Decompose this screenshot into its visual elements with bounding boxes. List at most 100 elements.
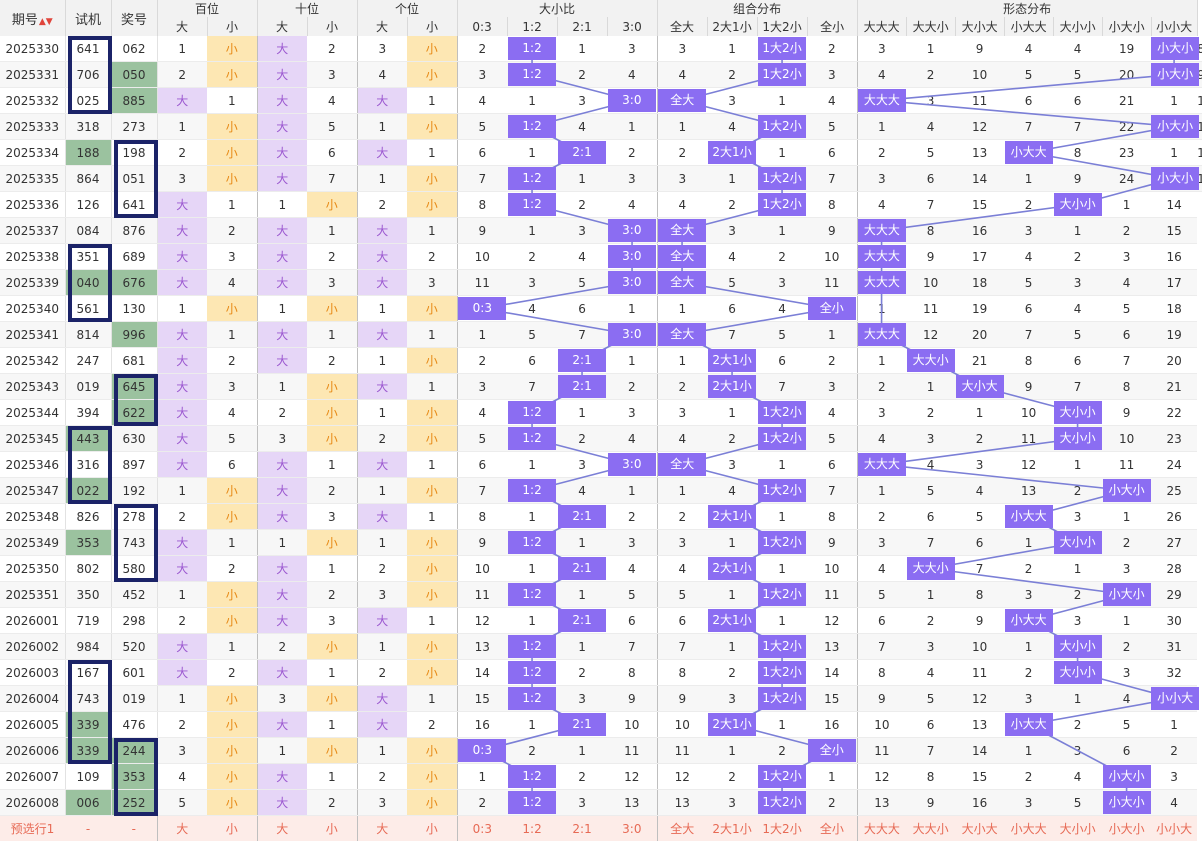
- miss-count-cell: 2: [906, 61, 956, 88]
- table-row[interactable]: 2025347 022 192 1 小大 2 1 小 7 1:2 4 1 1 4 1大2小 7 1 5 4 13 2 小大…: [0, 477, 1202, 504]
- digit-size-cell: 1: [356, 347, 408, 374]
- table-row[interactable]: 2025350 802 580 大 2 大 1 2 小 10 1 2:1 4 4 2大1小 1 10 4 大大小 7 2…: [0, 555, 1202, 582]
- miss-count-cell: 8: [1102, 373, 1152, 400]
- hit-pill: 2大1小: [708, 349, 757, 372]
- miss-count-cell: 3: [656, 399, 708, 426]
- prediction-prize-cell[interactable]: -: [111, 815, 157, 841]
- prediction-option-cell[interactable]: 1:2: [507, 815, 558, 841]
- prediction-option-cell[interactable]: 2:1: [557, 815, 608, 841]
- prediction-option-cell[interactable]: 大小小: [1053, 815, 1103, 841]
- table-row[interactable]: 2026002 984 520 大 1 2 小 1 小 13 1:2 1 7 7 1 1大2小 13 7 3 10 1 大…: [0, 633, 1202, 660]
- table-row[interactable]: 2025330 641 062 1 小大 2 3 小 2 1:2 1 3 3 1 1大2小 2 3 1 9 4 4 19 小…: [0, 36, 1202, 62]
- prediction-option-cell[interactable]: 小大小: [1102, 815, 1152, 841]
- trial-number-cell: 247: [65, 347, 112, 374]
- table-row[interactable]: 2025340 561 130 1 小 1 小 1 小 0:3 4 6 1 1 6 4 全小 1 11 19 6 4 5 18: [0, 295, 1202, 322]
- miss-count-cell: 1: [757, 139, 808, 166]
- table-row[interactable]: 2025339 040 676 大 4 大 3 大 3 11 3 5 3:0 全大 5 3 11 大大大 10 18 5…: [0, 269, 1202, 296]
- prediction-option-cell[interactable]: 3:0: [607, 815, 658, 841]
- table-row[interactable]: 2025343 019 645 大 3 1 小大 1 3 7 2:1 2 2 2大1小 7 3 2 1 大小大 9 7 8…: [0, 373, 1202, 400]
- miss-count-cell: 2: [707, 61, 758, 88]
- miss-count-cell: 4: [656, 425, 708, 452]
- miss-count-cell: 1: [507, 607, 558, 634]
- prediction-option-cell[interactable]: 1大2小: [757, 815, 808, 841]
- table-row[interactable]: 2025348 826 278 2 小大 3 大 1 8 1 2:1 2 2 2大1小 1 8 2 6 5 小大大 3 1…: [0, 503, 1202, 530]
- hit-pill: 3:0: [607, 453, 656, 476]
- prediction-option-cell[interactable]: 大大小: [906, 815, 956, 841]
- miss-count-cell: 12: [1197, 139, 1202, 166]
- miss-count-cell: 4: [557, 243, 608, 270]
- miss-count-cell: 4: [1151, 789, 1198, 816]
- hit-pill: 小大小: [1102, 791, 1151, 814]
- table-row[interactable]: 2025334 188 198 2 小大 6 大 1 6 1 2:1 2 2 2大1小 1 6 2 5 13 小大大 8…: [0, 139, 1202, 166]
- hit-cell: 1:2: [507, 763, 558, 790]
- table-row[interactable]: 2025336 126 641 大 1 1 小 2 小 8 1:2 2 4 4 2 1大2小 8 4 7 15 2 大小小…: [0, 191, 1202, 218]
- digit-size-cell: 小: [207, 113, 258, 140]
- table-row[interactable]: 2025344 394 622 大 4 2 小 1 小 4 1:2 1 3 3 1 1大2小 4 3 2 1 10 大小小…: [0, 399, 1202, 426]
- miss-count-cell: 8: [807, 503, 858, 530]
- digit-size-cell: 大: [156, 373, 207, 400]
- prediction-option-cell[interactable]: 小大大: [1004, 815, 1054, 841]
- table-row[interactable]: 2025337 084 876 大 2 大 1 大 1 9 1 3 3:0 全大 3 1 9 大大大 8 16 3 1 2 1…: [0, 217, 1202, 244]
- prediction-option-cell[interactable]: 大: [256, 815, 308, 841]
- table-row[interactable]: 2025351 350 452 1 小大 2 3 小 11 1:2 1 5 5 1 1大2小 11 5 1 8 3 2 小…: [0, 581, 1202, 608]
- prediction-trial-cell[interactable]: -: [65, 815, 111, 841]
- prediction-option-cell[interactable]: 全小: [807, 815, 858, 841]
- miss-count-cell: 1: [955, 399, 1005, 426]
- sort-arrow-icon[interactable]: ▲▼: [38, 16, 53, 27]
- miss-count-cell: 13: [456, 633, 508, 660]
- issue-cell: 2026001: [0, 607, 66, 634]
- hit-pill: 2大1小: [708, 557, 757, 580]
- table-row[interactable]: 2026004 743 019 1 小 3 小大 1 15 1:2 3 9 9 3 1大2小 15 9 5 12 3 1…: [0, 685, 1202, 712]
- table-row[interactable]: 2026006 339 244 3 小 1 小 1 小 0:3 2 1 11 11 1 2 全小 11 7 14 1 3 6…: [0, 737, 1202, 764]
- hit-pill: 1大2小: [758, 167, 807, 190]
- hit-pill: 全大: [658, 271, 707, 294]
- table-row[interactable]: 2026003 167 601 大 2 大 1 2 小 14 1:2 2 8 8 2 1大2小 14 8 4 11 2 大…: [0, 659, 1202, 686]
- miss-count-cell: 1: [707, 165, 758, 192]
- digit-size-cell: 4: [207, 269, 258, 296]
- prediction-option-cell[interactable]: 小: [307, 815, 358, 841]
- miss-count-cell: 3: [1102, 659, 1152, 686]
- miss-count-cell: 9: [906, 243, 956, 270]
- miss-count-cell: 9: [1102, 399, 1152, 426]
- table-row[interactable]: 2026007 109 353 4 小大 1 2 小 1 1:2 2 12 12 2 1大2小 1 12 8 15 2…: [0, 763, 1202, 790]
- prediction-option-cell[interactable]: 全大: [656, 815, 708, 841]
- table-row[interactable]: 2025331 706 050 2 小大 3 4 小 3 1:2 2 4 4 2 1大2小 3 4 2 10 5 5 20…: [0, 61, 1202, 88]
- prediction-option-cell[interactable]: 大: [356, 815, 408, 841]
- table-row[interactable]: 2025332 025 885 大 1 大 4 大 1 4 1 3 3:0 全大 3 1 4 大大大 3 11 6 6 21…: [0, 87, 1202, 114]
- miss-count-cell: 4: [456, 87, 508, 114]
- miss-count-cell: 2: [507, 243, 558, 270]
- column-header-issue[interactable]: 期号▲▼: [0, 0, 66, 36]
- prediction-row[interactable]: 预选行1- - 大小大小大小 0:3 1:2 2:1 3:0 全大 2大1小 1大2小 全小 大大大大…: [0, 815, 1202, 841]
- hit-cell: 2:1: [557, 139, 608, 166]
- table-row[interactable]: 2025341 814 996 大 1 大 1 大 1 1 5 7 3:0 全大 7 5 1 大大大 12 20 7 5 6…: [0, 321, 1202, 348]
- table-row[interactable]: 2025342 247 681 大 2 大 2 1 小 2 6 2:1 1 1 2大1小 6 2 1 大大小 21 8 6…: [0, 347, 1202, 374]
- miss-count-cell: 7: [856, 633, 907, 660]
- prediction-option-cell[interactable]: 大小大: [955, 815, 1005, 841]
- table-row[interactable]: 2025346 316 897 大 6 大 1 大 1 6 1 3 3:0 全大 3 1 6 大大大 4 3 12 1 11…: [0, 451, 1202, 478]
- prediction-option-cell[interactable]: 小: [207, 815, 258, 841]
- table-row[interactable]: 2026001 719 298 2 小大 3 大 1 12 1 2:1 6 6 2大1小 1 12 6 2 9 小大大…: [0, 607, 1202, 634]
- prediction-option-cell[interactable]: 小小大: [1151, 815, 1198, 841]
- miss-count-cell: 21: [1151, 373, 1198, 400]
- table-row[interactable]: 2025345 443 630 大 5 3 小 2 小 5 1:2 2 4 4 2 1大2小 5 4 3 2 11 大小小…: [0, 425, 1202, 452]
- miss-count-cell: 12: [656, 763, 708, 790]
- digit-size-cell: 1: [407, 321, 458, 348]
- prediction-option-cell[interactable]: 小: [407, 815, 458, 841]
- table-row[interactable]: 2026005 339 476 2 小大 1 大 2 16 1 2:1 10 10 2大1小 1 16 10 6 1…: [0, 711, 1202, 738]
- table-row[interactable]: 2025333 318 273 1 小大 5 1 小 5 1:2 4 1 1 4 1大2小 5 1 4 12 7 7 22…: [0, 113, 1202, 140]
- table-row[interactable]: 2025349 353 743 大 1 1 小 1 小 9 1:2 1 3 3 1 1大2小 9 3 7 6 1 大小小 2…: [0, 529, 1202, 556]
- table-row[interactable]: 2026008 006 252 5 小大 2 3 小 2 1:2 3 13 13 3 1大2小 2 13 9 16 3…: [0, 789, 1202, 816]
- prediction-option-cell[interactable]: 大: [156, 815, 207, 841]
- miss-count-cell: 3: [557, 685, 608, 712]
- prediction-option-cell[interactable]: 0:3: [456, 815, 508, 841]
- prediction-option-cell[interactable]: 2大1小: [707, 815, 758, 841]
- prediction-option-cell[interactable]: 大大大: [856, 815, 907, 841]
- digit-size-cell: 小: [407, 737, 458, 764]
- table-row[interactable]: 2025338 351 689 大 3 大 2 大 2 10 2 4 3:0 全大 4 2 10 大大大 9 17 4 2…: [0, 243, 1202, 270]
- digit-size-cell: 大: [156, 451, 207, 478]
- miss-count-cell: 2: [1102, 529, 1152, 556]
- hit-pill: 1大2小: [758, 583, 807, 606]
- miss-count-cell: 32: [1151, 659, 1198, 686]
- table-row[interactable]: 2025335 864 051 3 小大 7 1 小 7 1:2 1 3 3 1 1大2小 7 3 6 14 1 9 24…: [0, 165, 1202, 192]
- prediction-row-label[interactable]: 预选行1: [0, 815, 65, 841]
